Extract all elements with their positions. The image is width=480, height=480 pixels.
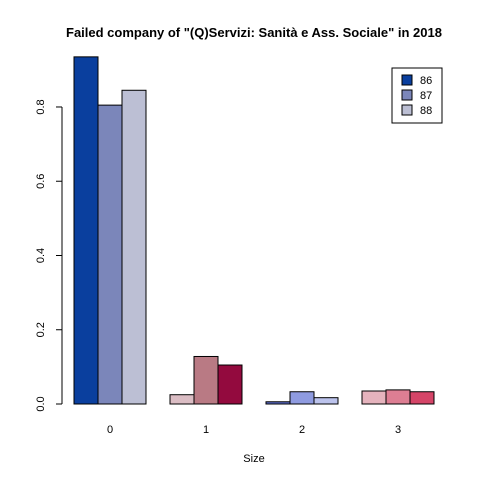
bars	[73, 56, 435, 405]
bar	[289, 391, 315, 405]
bar	[169, 394, 195, 405]
legend-box	[391, 67, 443, 124]
y-tick-label: 0.0	[35, 396, 47, 411]
legend-label: 87	[420, 90, 432, 102]
bar	[361, 390, 387, 405]
bar	[265, 401, 291, 405]
bar	[73, 56, 99, 405]
bar	[193, 355, 219, 405]
x-tick-label: 1	[203, 424, 209, 436]
bar	[121, 89, 147, 405]
bar	[217, 364, 243, 405]
y-tick-label: 0.4	[35, 248, 47, 263]
legend-swatch	[401, 89, 413, 101]
x-tick-label: 2	[299, 424, 305, 436]
y-tick-label: 0.8	[35, 99, 47, 114]
legend-swatch	[401, 104, 413, 116]
y-tick-label: 0.2	[35, 322, 47, 337]
bar	[409, 391, 435, 405]
legend: 86 87 88	[391, 67, 443, 124]
y-tick-label: 0.6	[35, 174, 47, 189]
x-axis-ticks: 0 1 2 3	[107, 424, 401, 436]
legend-label: 86	[420, 75, 432, 87]
legend-label: 88	[420, 105, 432, 117]
x-tick-label: 3	[395, 424, 401, 436]
chart-title: Failed company of "(Q)Servizi: Sanità e …	[66, 25, 442, 40]
bar	[385, 389, 411, 405]
y-axis: 0.0 0.2 0.4 0.6 0.8	[35, 99, 63, 412]
x-axis-label: Size	[243, 453, 264, 465]
bar	[97, 104, 123, 405]
legend-swatch	[401, 74, 413, 86]
bar	[313, 397, 339, 405]
x-tick-label: 0	[107, 424, 113, 436]
